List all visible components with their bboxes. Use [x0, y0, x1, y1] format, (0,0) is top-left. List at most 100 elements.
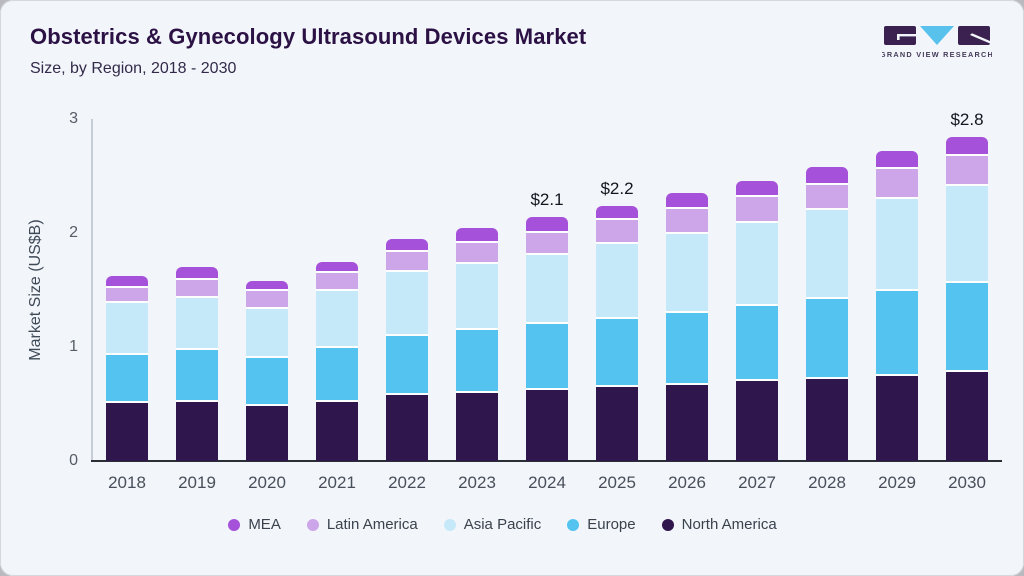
- bar-segment-europe: [666, 312, 708, 385]
- bar-segment-mea: [736, 180, 778, 197]
- bar-segment-latin-america: [526, 233, 568, 255]
- x-tick-label: 2025: [598, 473, 636, 492]
- bar-segment-latin-america: [596, 220, 638, 245]
- bar-segment-mea: [666, 193, 708, 210]
- bar-segment-mea: [176, 267, 218, 280]
- bar-segment-europe: [806, 299, 848, 379]
- bar-segment-latin-america: [386, 252, 428, 272]
- y-tick-label: 2: [69, 224, 78, 241]
- bar-segment-mea: [316, 261, 358, 273]
- bar-value-label: $2.8: [950, 110, 984, 130]
- bar-segment-north-america: [106, 402, 148, 461]
- bar-segment-latin-america: [316, 272, 358, 292]
- bar-segment-latin-america: [946, 155, 988, 187]
- bar-segment-mea: [246, 280, 288, 292]
- bar-segment-north-america: [246, 406, 288, 461]
- bar-segment-north-america: [806, 378, 848, 461]
- bar-segment-europe: [176, 350, 218, 402]
- x-tick-label: 2029: [878, 473, 916, 492]
- bar-segment-asia-pacific: [526, 254, 568, 325]
- bar-segment-asia-pacific: [876, 198, 918, 292]
- bar-segment-mea: [526, 217, 568, 234]
- bar-segment-north-america: [526, 390, 568, 461]
- legend-item-asia-pacific: Asia Pacific: [443, 516, 542, 533]
- bar-segment-asia-pacific: [386, 271, 428, 336]
- bar-value-label: $2.2: [600, 178, 634, 198]
- bar-segment-north-america: [386, 394, 428, 461]
- legend-item-europe: Europe: [567, 516, 636, 533]
- bar-segment-europe: [386, 335, 428, 395]
- bar-segment-asia-pacific: [176, 298, 218, 351]
- bar-segment-asia-pacific: [106, 302, 148, 355]
- legend-item-latin-america: Latin America: [306, 516, 418, 533]
- bar-segment-north-america: [176, 401, 218, 461]
- stacked-bar-2023: [456, 228, 498, 461]
- bar-segment-europe: [596, 318, 638, 387]
- bar-value-label: $2.1: [530, 190, 564, 210]
- x-tick-label: 2024: [528, 473, 566, 492]
- bar-segment-asia-pacific: [316, 291, 358, 349]
- stacked-bar-2030: [946, 137, 988, 461]
- bar-segment-europe: [106, 355, 148, 403]
- bar-segment-europe: [736, 305, 778, 382]
- legend-dot-icon: [443, 518, 456, 531]
- bar-segment-latin-america: [666, 209, 708, 235]
- legend-dot-icon: [661, 518, 674, 531]
- stacked-bar-2026: [666, 193, 708, 461]
- stacked-bar-2027: [736, 180, 778, 461]
- logo-text: GRAND VIEW RESEARCH: [882, 50, 992, 59]
- bar-segment-latin-america: [736, 196, 778, 223]
- bar-segment-europe: [246, 358, 288, 407]
- x-axis-labels: 2018 2019 2020 2021 2022 2023 2024 2025 2026 2027…: [92, 473, 1002, 493]
- bar-segment-asia-pacific: [736, 222, 778, 306]
- bar-segment-mea: [946, 137, 988, 156]
- y-axis-line: [91, 119, 93, 462]
- x-tick-label: 2030: [948, 473, 986, 492]
- stacked-bar-2024: [526, 217, 568, 461]
- stacked-bar-2020: [246, 280, 288, 461]
- legend-label: Asia Pacific: [463, 516, 542, 533]
- legend-label: Europe: [587, 516, 636, 533]
- x-tick-label: 2021: [318, 473, 356, 492]
- bar-segment-mea: [876, 150, 918, 170]
- stacked-bar-2029: [876, 150, 918, 461]
- stacked-bar-2022: [386, 238, 428, 461]
- y-tick-label: 0: [69, 452, 78, 469]
- bar-segment-latin-america: [456, 243, 498, 264]
- bar-segment-latin-america: [176, 279, 218, 298]
- legend-dot-icon: [306, 518, 319, 531]
- bar-segment-north-america: [876, 375, 918, 461]
- x-tick-label: 2027: [738, 473, 776, 492]
- stacked-bar-2018: [106, 276, 148, 461]
- legend-dot-icon: [567, 518, 580, 531]
- stacked-bar-2028: [806, 166, 848, 461]
- bar-segment-mea: [106, 276, 148, 288]
- bar-segment-europe: [876, 291, 918, 376]
- bar-segment-asia-pacific: [806, 210, 848, 300]
- logo-letter-r-icon: [958, 26, 990, 45]
- legend-item-north-america: North America: [661, 516, 777, 533]
- bar-segment-asia-pacific: [456, 263, 498, 330]
- bar-segment-europe: [456, 329, 498, 393]
- bar-segment-north-america: [736, 381, 778, 461]
- x-tick-label: 2020: [248, 473, 286, 492]
- bar-segment-north-america: [456, 392, 498, 461]
- stacked-bar-2021: [316, 261, 358, 461]
- x-tick-label: 2019: [178, 473, 216, 492]
- y-tick-label: 3: [69, 110, 78, 127]
- bar-segment-europe: [946, 283, 988, 373]
- legend: MEA Latin America Asia Pacific Europe North …: [0, 516, 1005, 533]
- stacked-bar-2025: [596, 205, 638, 461]
- legend-label: Latin America: [326, 516, 418, 533]
- logo-letter-v-icon: [920, 26, 954, 45]
- legend-label: North America: [681, 516, 777, 533]
- page-title: Obstetrics & Gynecology Ultrasound Devic…: [30, 24, 587, 49]
- bar-segment-mea: [806, 166, 848, 186]
- bar-segment-latin-america: [246, 291, 288, 310]
- x-tick-label: 2022: [388, 473, 426, 492]
- bar-segment-europe: [526, 324, 568, 391]
- bar-segment-mea: [456, 228, 498, 244]
- legend-label: MEA: [248, 516, 281, 533]
- bar-segment-north-america: [666, 384, 708, 461]
